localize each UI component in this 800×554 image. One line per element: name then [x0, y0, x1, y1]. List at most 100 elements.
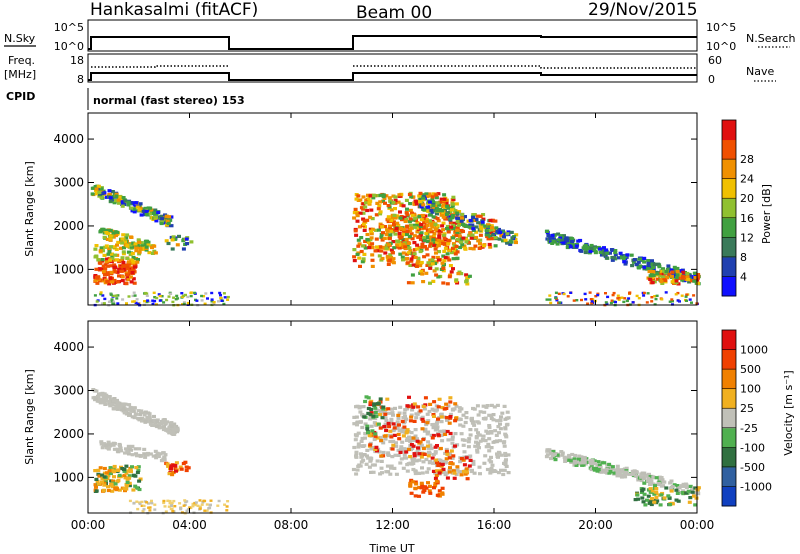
echo-cell	[134, 466, 139, 470]
echo-cell	[94, 477, 99, 481]
echo-cell	[672, 483, 677, 487]
echo-cell	[125, 263, 130, 267]
echo-cell	[122, 246, 126, 250]
echo-cell	[359, 249, 364, 254]
freq-tick-bottom: 8	[77, 73, 84, 86]
echo-cell	[436, 258, 441, 262]
echo-cell	[390, 251, 395, 255]
echo-cell	[140, 243, 145, 247]
echo-cell	[438, 429, 443, 433]
echo-cell	[674, 498, 679, 502]
echo-cell	[674, 488, 679, 492]
echo-cell	[171, 429, 175, 434]
echo-cell	[418, 234, 423, 238]
nsearch-label: N.Search	[746, 32, 796, 45]
echo-cell	[90, 186, 95, 190]
echo-cell	[447, 248, 451, 252]
echo-cell	[442, 193, 447, 197]
echo-cell	[506, 453, 511, 457]
echo-cell	[493, 219, 498, 223]
echo-cell	[439, 239, 444, 243]
echo-cell	[418, 198, 423, 202]
echo-cell	[375, 459, 380, 463]
echo-cell	[446, 230, 451, 234]
echo-cell	[449, 251, 454, 255]
echo-cell	[504, 464, 509, 468]
echo-cell	[409, 259, 414, 263]
echo-cell	[359, 455, 364, 459]
echo-cell	[559, 238, 564, 242]
echo-cell	[146, 243, 151, 247]
echo-cell	[684, 295, 688, 298]
echo-cell	[467, 437, 472, 441]
echo-cell	[433, 222, 438, 226]
echo-cell	[663, 275, 668, 279]
echo-cell	[139, 213, 144, 217]
echo-cell	[439, 213, 444, 217]
echo-cell	[470, 468, 474, 472]
echo-cell	[154, 219, 159, 223]
echo-cell	[125, 302, 128, 305]
echo-cell	[166, 241, 171, 246]
echo-cell	[165, 219, 170, 223]
echo-cell	[502, 461, 506, 465]
echo-cell	[136, 468, 141, 472]
echo-cell	[112, 245, 117, 249]
echo-cell	[358, 264, 362, 268]
echo-cell	[503, 426, 508, 430]
echo-cell	[409, 415, 414, 419]
echo-cell	[570, 452, 575, 457]
echo-cell	[666, 264, 671, 268]
echo-cell	[476, 221, 481, 225]
echo-cell	[352, 259, 357, 263]
echo-cell	[97, 267, 102, 271]
echo-cell	[415, 226, 420, 230]
echo-cell	[115, 280, 120, 284]
echo-cell	[129, 470, 133, 474]
xtick-label: 20:00	[578, 518, 613, 532]
echo-cell	[355, 214, 360, 218]
echo-cell	[554, 296, 558, 300]
echo-cell	[389, 255, 394, 259]
echo-cell	[417, 485, 422, 490]
echo-cell	[450, 208, 454, 212]
echo-cell	[416, 446, 420, 450]
power-ylabel: Slant Range [km]	[23, 161, 36, 257]
echo-cell	[502, 404, 507, 408]
echo-cell	[362, 228, 367, 232]
echo-cell	[96, 184, 101, 188]
echo-cell	[162, 456, 167, 460]
echo-cell	[128, 267, 133, 271]
echo-cell	[114, 247, 119, 251]
echo-cell	[414, 482, 419, 486]
echo-cell	[117, 473, 122, 477]
echo-cell	[104, 444, 109, 448]
echo-cell	[574, 463, 579, 467]
echo-cell	[389, 464, 394, 468]
echo-cell	[418, 249, 423, 254]
echo-cell	[458, 245, 463, 250]
echo-cell	[389, 218, 394, 223]
echo-cell	[483, 454, 488, 458]
echo-cell	[462, 455, 467, 459]
echo-cell	[410, 213, 415, 217]
echo-cell	[416, 256, 421, 260]
echo-cell	[140, 504, 144, 507]
echo-cell	[108, 276, 113, 280]
echo-cell	[370, 242, 375, 246]
echo-cell	[453, 402, 458, 406]
echo-cell	[590, 301, 594, 305]
echo-cell	[144, 245, 149, 249]
echo-cell	[382, 196, 387, 200]
echo-cell	[618, 251, 623, 255]
colorbar-swatch	[722, 276, 736, 297]
echo-cell	[631, 260, 636, 264]
echo-cell	[413, 255, 418, 260]
echo-cell	[428, 460, 433, 464]
echo-cell	[433, 476, 438, 480]
echo-cell	[107, 256, 112, 260]
echo-cell	[436, 433, 441, 437]
colorbar-swatch	[722, 237, 736, 258]
echo-cell	[151, 454, 156, 458]
echo-cell	[592, 466, 596, 470]
